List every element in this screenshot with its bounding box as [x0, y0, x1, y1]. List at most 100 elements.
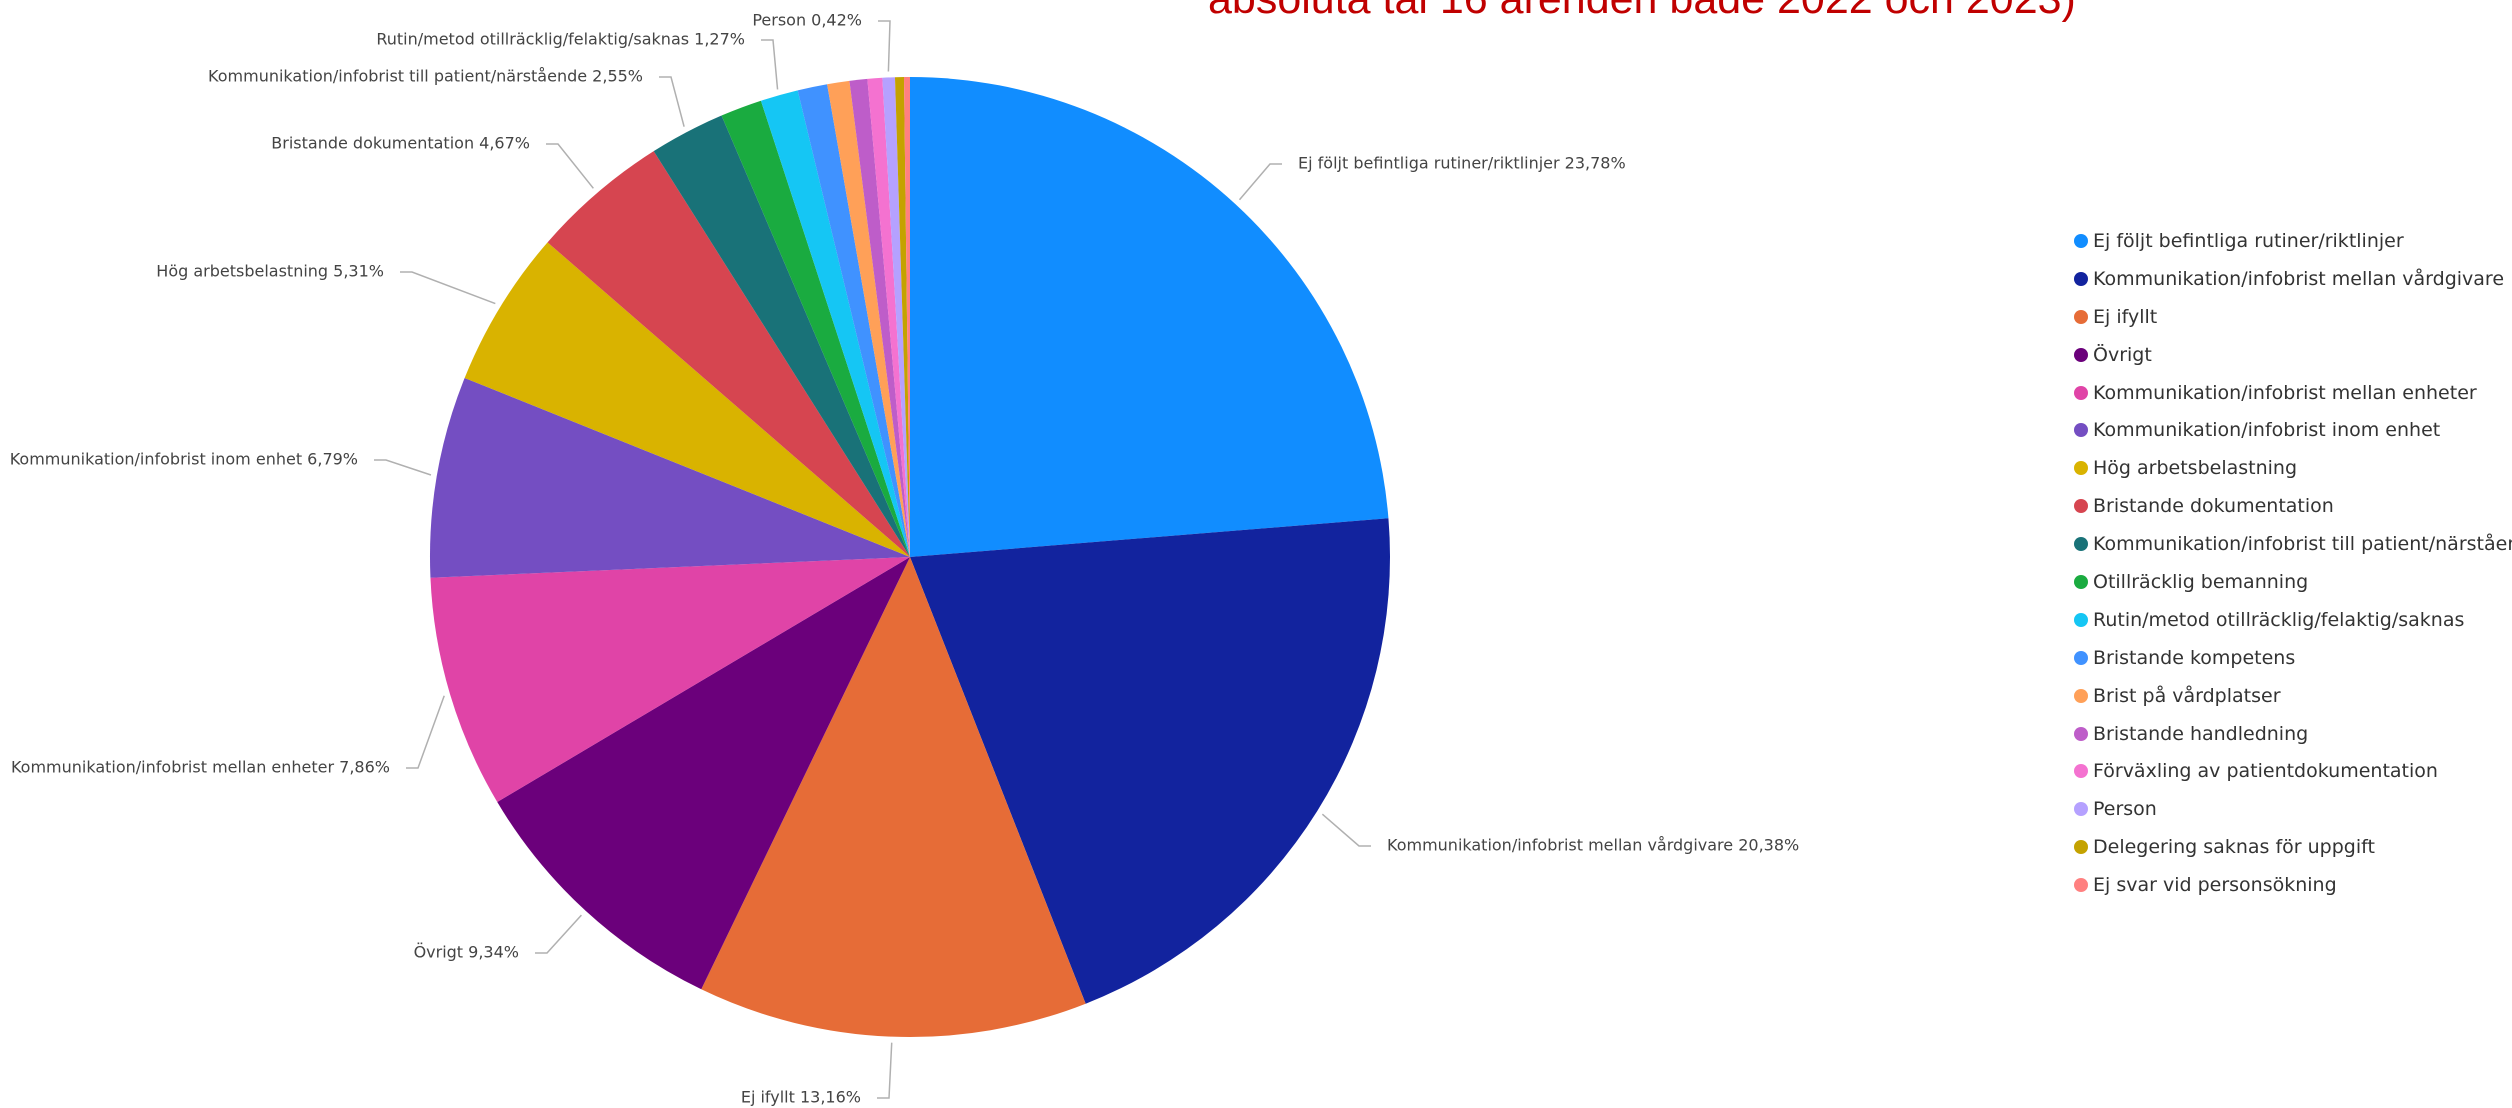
legend-item[interactable]: Förväxling av patientdokumentation [2074, 752, 2512, 790]
legend-item[interactable]: Ej ifyllt [2074, 298, 2512, 336]
legend-dot-icon [2074, 574, 2088, 589]
legend-label: Förväxling av patientdokumentation [2093, 760, 2438, 783]
pie-slice[interactable] [760, 90, 910, 557]
legend-dot-icon [2074, 612, 2088, 627]
legend-label: Ej följt befintliga rutiner/riktlinjer [2093, 229, 2404, 252]
pie-slice[interactable] [497, 557, 910, 990]
legend-item[interactable]: Bristande kompetens [2074, 639, 2512, 677]
legend-label: Bristande kompetens [2093, 646, 2296, 669]
legend-label: Ej svar vid personsökning [2093, 874, 2337, 897]
legend-item[interactable]: Ej svar vid personsökning [2074, 866, 2512, 904]
pie-slice[interactable] [894, 77, 910, 557]
legend-label: Kommunikation/infobrist mellan vårdgivar… [2093, 267, 2505, 290]
legend-item[interactable]: Kommunikation/infobrist mellan enheter [2074, 374, 2512, 412]
legend-item[interactable]: Delegering saknas för uppgift [2074, 828, 2512, 866]
legend-label: Bristande dokumentation [2093, 495, 2334, 518]
slice-data-label: Kommunikation/infobrist till patient/när… [208, 67, 643, 86]
leader-line [546, 143, 594, 189]
pie-slice[interactable] [430, 557, 910, 803]
slice-data-label: Kommunikation/infobrist mellan enheter 7… [11, 758, 390, 777]
legend-item[interactable]: Ej följt befintliga rutiner/riktlinjer [2074, 222, 2512, 260]
slice-data-label: Ej följt befintliga rutiner/riktlinjer 2… [1298, 154, 1626, 173]
leader-line [659, 76, 685, 127]
slice-data-label: Övrigt 9,34% [414, 943, 519, 962]
legend-label: Person [2093, 798, 2157, 821]
pie-slice[interactable] [849, 78, 910, 558]
slice-data-label: Kommunikation/infobrist mellan vårdgivar… [1387, 836, 1799, 855]
pie-slice[interactable] [701, 557, 1086, 1037]
pie-slice[interactable] [653, 115, 910, 557]
legend-item[interactable]: Person [2074, 790, 2512, 828]
legend-dot-icon [2074, 840, 2088, 855]
leader-line [1238, 163, 1282, 201]
legend-label: Kommunikation/infobrist mellan enheter [2093, 381, 2477, 404]
legend-label: Brist på vårdplatser [2093, 684, 2281, 707]
legend-dot-icon [2074, 764, 2088, 779]
legend-dot-icon [2074, 423, 2088, 438]
pie-slice[interactable] [464, 242, 910, 557]
pie-slice[interactable] [827, 80, 910, 557]
legend-dot-icon [2074, 347, 2088, 362]
pie-slice[interactable] [547, 151, 910, 558]
leader-line [1321, 813, 1371, 847]
legend-item[interactable]: Kommunikation/infobrist till patient/när… [2074, 525, 2512, 563]
legend-dot-icon [2074, 726, 2088, 741]
pie-slice[interactable] [882, 77, 910, 557]
legend-dot-icon [2074, 271, 2088, 286]
slice-data-label: Rutin/metod otillräcklig/felaktig/saknas… [376, 30, 745, 49]
legend-dot-icon [2074, 499, 2088, 514]
pie-slice[interactable] [910, 518, 1390, 1004]
slice-data-label: Kommunikation/infobrist inom enhet 6,79% [10, 450, 358, 469]
legend-item[interactable]: Bristande dokumentation [2074, 487, 2512, 525]
legend-item[interactable]: Hög arbetsbelastning [2074, 449, 2512, 487]
slice-data-label: Hög arbetsbelastning 5,31% [156, 262, 384, 281]
pie-slice[interactable] [430, 377, 910, 578]
legend-item[interactable]: Kommunikation/infobrist inom enhet [2074, 411, 2512, 449]
legend-dot-icon [2074, 688, 2088, 703]
legend-dot-icon [2074, 233, 2088, 248]
legend-item[interactable]: Brist på vårdplatser [2074, 677, 2512, 715]
leader-line [400, 271, 496, 305]
legend-dot-icon [2074, 650, 2088, 665]
legend-item[interactable]: Otillräcklig bemanning [2074, 563, 2512, 601]
pie-slice[interactable] [910, 77, 1389, 557]
legend: Ej följt befintliga rutiner/riktlinjer Ko… [2074, 222, 2512, 904]
slice-data-label: Ej ifyllt 13,16% [741, 1088, 861, 1107]
legend-dot-icon [2074, 878, 2088, 893]
legend-label: Övrigt [2093, 343, 2152, 366]
legend-label: Otillräcklig bemanning [2093, 570, 2309, 593]
leader-line [878, 20, 891, 72]
leader-line [877, 1042, 893, 1099]
pie-slice[interactable] [721, 100, 910, 558]
legend-label: Kommunikation/infobrist inom enhet [2093, 419, 2441, 442]
slice-data-label: Bristande dokumentation 4,67% [271, 134, 530, 153]
legend-item[interactable]: Rutin/metod otillräcklig/felaktig/saknas [2074, 601, 2512, 639]
pie-slice[interactable] [903, 77, 910, 557]
legend-item[interactable]: Övrigt [2074, 336, 2512, 374]
legend-dot-icon [2074, 802, 2088, 817]
pie-slice[interactable] [867, 77, 910, 558]
legend-label: Bristande handledning [2093, 722, 2309, 745]
legend-dot-icon [2074, 385, 2088, 400]
legend-dot-icon [2074, 309, 2088, 324]
legend-dot-icon [2074, 461, 2088, 476]
label-leader-lines [374, 20, 1371, 1099]
leader-line [535, 914, 582, 954]
legend-dot-icon [2074, 537, 2088, 552]
legend-label: Ej ifyllt [2093, 305, 2158, 328]
legend-label: Kommunikation/infobrist till patient/när… [2093, 533, 2512, 556]
legend-label: Delegering saknas för uppgift [2093, 836, 2375, 859]
legend-label: Rutin/metod otillräcklig/felaktig/saknas [2093, 608, 2465, 631]
header-note: absoluta tal 16 ärenden både 2022 och 20… [1208, 0, 2076, 26]
leader-line [374, 459, 432, 476]
slice-labels: Ej följt befintliga rutiner/riktlinjer 2… [10, 11, 1800, 1107]
legend-item[interactable]: Kommunikation/infobrist mellan vårdgivar… [2074, 260, 2512, 298]
legend-item[interactable]: Bristande handledning [2074, 715, 2512, 753]
legend-label: Hög arbetsbelastning [2093, 457, 2298, 480]
slice-data-label: Person 0,42% [752, 11, 862, 30]
leader-line [406, 695, 445, 769]
pie-slices [430, 77, 1390, 1037]
pie-slice[interactable] [797, 84, 910, 557]
